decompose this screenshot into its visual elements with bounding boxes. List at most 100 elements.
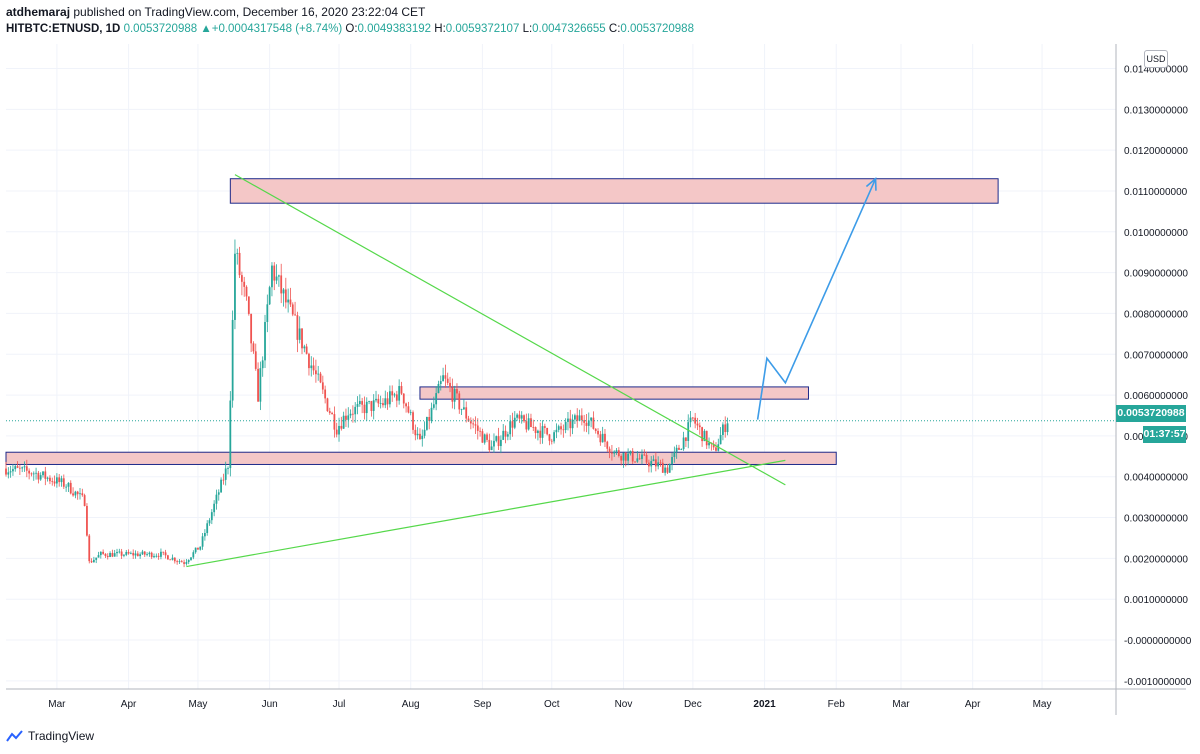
candle-body	[560, 426, 562, 430]
last-price-tag: 0.0053720988	[1116, 405, 1186, 422]
candle-body	[585, 422, 588, 426]
candle-body	[99, 551, 102, 556]
candle-body	[23, 466, 26, 468]
candle-body	[354, 406, 357, 415]
candle-body	[166, 555, 169, 560]
candle-body	[247, 296, 250, 314]
candle-body	[562, 429, 565, 431]
candle-body	[377, 398, 380, 404]
candle-body	[210, 512, 213, 521]
candle-body	[671, 456, 673, 465]
candle-body	[611, 452, 613, 454]
candle-body	[678, 447, 680, 450]
candle-body	[116, 551, 118, 554]
candle-body	[726, 423, 729, 433]
candle-body	[500, 439, 502, 447]
candle-body	[95, 557, 98, 560]
candle-body	[583, 420, 586, 423]
candle-body	[421, 435, 424, 440]
candle-body	[185, 562, 188, 564]
projection-path	[756, 178, 877, 420]
candle-body	[425, 417, 428, 430]
candle-body	[240, 275, 243, 282]
x-tick-label: Feb	[828, 699, 846, 710]
candle-body	[173, 557, 176, 562]
candle-body	[379, 403, 382, 404]
candle-body	[527, 418, 530, 430]
candle-body	[123, 554, 125, 556]
up-arrow-icon: ▲	[200, 23, 212, 35]
candle-body	[305, 346, 308, 354]
publish-info: atdhemaraj published on TradingView.com,…	[6, 5, 425, 19]
candle-body	[469, 421, 472, 424]
footer-brand: TradingView	[28, 729, 95, 743]
candle-body	[458, 393, 461, 410]
candle-body	[12, 469, 14, 472]
candle-body	[215, 494, 218, 504]
candle-body	[331, 412, 333, 415]
tradingview-logo[interactable]: TradingView	[6, 729, 94, 743]
candle-body	[712, 443, 715, 448]
candle-body	[405, 403, 407, 407]
candle-body	[539, 430, 542, 438]
candle-body	[319, 373, 322, 383]
candle-body	[199, 546, 202, 550]
plot-area	[6, 44, 1116, 689]
candle-body	[722, 424, 724, 435]
candle-body	[691, 417, 694, 419]
y-tick-label: 0.0090000000	[1124, 269, 1188, 280]
candle-body	[317, 373, 320, 375]
candle-body	[479, 430, 481, 432]
candle-body	[548, 434, 551, 441]
tradingview-icon	[6, 730, 23, 742]
author-name[interactable]: atdhemaraj	[6, 5, 71, 19]
candle-body	[361, 401, 364, 405]
published-text: published on TradingView.com, December 1…	[73, 5, 426, 19]
candle-body	[666, 467, 669, 473]
candle-body	[86, 505, 88, 536]
candle-body	[266, 304, 269, 322]
candle-body	[90, 561, 93, 563]
candle-body	[49, 477, 51, 482]
candle-body	[659, 462, 662, 464]
candle-body	[534, 427, 537, 434]
candle-body	[465, 407, 468, 419]
candle-body	[634, 461, 636, 463]
projection-arrowhead	[865, 177, 877, 191]
x-tick-label: Mar	[48, 699, 66, 710]
candle-body	[51, 481, 54, 483]
candle-body	[250, 313, 253, 344]
ohlc-legend: HITBTC:ETNUSD, 1D 0.0053720988 ▲+0.00043…	[6, 23, 694, 35]
candle-body	[284, 289, 287, 303]
candle-body	[617, 450, 620, 456]
candle-body	[106, 555, 109, 557]
candle-body	[69, 482, 72, 494]
candle-body	[504, 430, 507, 437]
candle-body	[164, 552, 167, 556]
candle-body	[604, 433, 606, 442]
candle-body	[493, 440, 495, 447]
candle-body	[506, 434, 509, 437]
candle-body	[37, 472, 40, 480]
candle-body	[624, 452, 627, 461]
high-value: 0.0059372107	[445, 23, 520, 35]
candle-body	[141, 551, 144, 555]
candle-body	[125, 551, 128, 555]
candle-body	[578, 415, 581, 421]
candle-body	[590, 417, 592, 421]
candle-body	[88, 535, 91, 562]
candle-body	[488, 439, 491, 451]
candle-body	[227, 468, 229, 469]
candle-body	[206, 523, 209, 533]
candle-body	[606, 441, 609, 449]
x-tick-label: Jul	[333, 699, 346, 710]
x-tick-label: Apr	[965, 699, 981, 710]
candle-body	[194, 547, 197, 553]
resistance-zone	[5, 451, 837, 465]
currency-button[interactable]: USD	[1144, 50, 1168, 68]
candle-body	[430, 407, 433, 421]
candle-body	[257, 368, 259, 402]
candle-body	[486, 434, 488, 440]
candle-body	[571, 419, 574, 429]
